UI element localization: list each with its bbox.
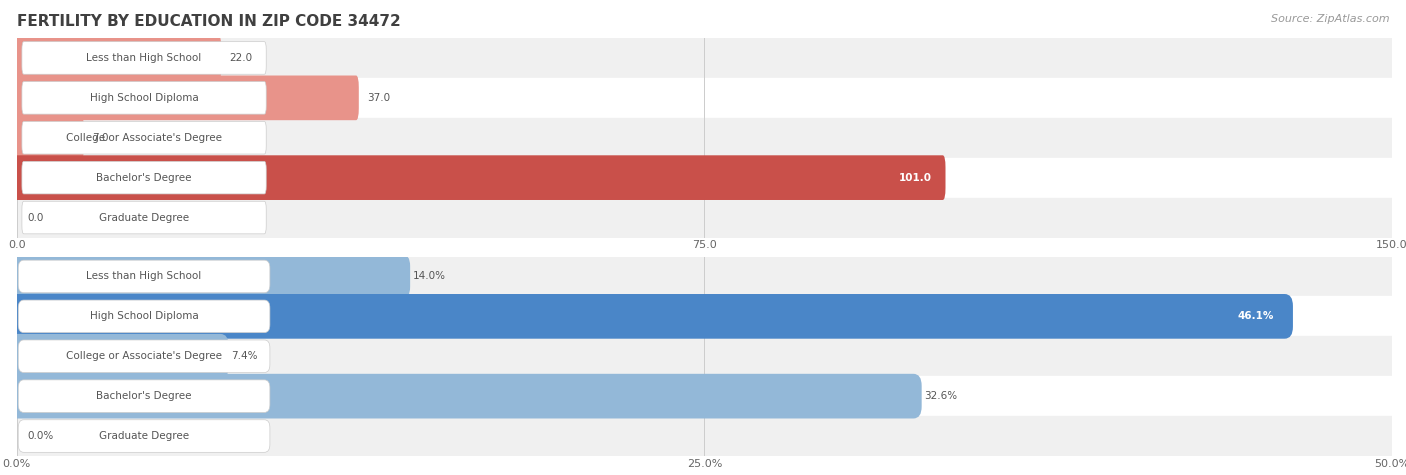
FancyBboxPatch shape bbox=[8, 374, 922, 418]
Bar bbox=[17, 296, 1392, 336]
Bar bbox=[17, 336, 1392, 376]
Text: 22.0: 22.0 bbox=[229, 53, 253, 63]
FancyBboxPatch shape bbox=[22, 42, 266, 74]
FancyBboxPatch shape bbox=[8, 294, 1294, 339]
Text: 0.0: 0.0 bbox=[28, 212, 44, 223]
FancyBboxPatch shape bbox=[8, 254, 411, 299]
Bar bbox=[17, 198, 1392, 238]
Text: Bachelor's Degree: Bachelor's Degree bbox=[97, 391, 191, 401]
FancyBboxPatch shape bbox=[22, 82, 266, 114]
FancyBboxPatch shape bbox=[18, 300, 270, 332]
FancyBboxPatch shape bbox=[18, 340, 270, 372]
Bar bbox=[17, 78, 1392, 118]
Bar bbox=[17, 118, 1392, 158]
FancyBboxPatch shape bbox=[14, 36, 221, 80]
Text: Bachelor's Degree: Bachelor's Degree bbox=[97, 172, 191, 183]
FancyBboxPatch shape bbox=[8, 334, 229, 379]
Text: 32.6%: 32.6% bbox=[924, 391, 957, 401]
FancyBboxPatch shape bbox=[14, 76, 359, 120]
Text: High School Diploma: High School Diploma bbox=[90, 311, 198, 322]
Bar bbox=[17, 38, 1392, 78]
FancyBboxPatch shape bbox=[22, 122, 266, 154]
Text: 14.0%: 14.0% bbox=[413, 271, 446, 282]
Text: 37.0: 37.0 bbox=[367, 93, 391, 103]
FancyBboxPatch shape bbox=[18, 260, 270, 293]
FancyBboxPatch shape bbox=[22, 201, 266, 234]
Bar bbox=[17, 256, 1392, 296]
FancyBboxPatch shape bbox=[14, 115, 84, 160]
Text: 7.4%: 7.4% bbox=[232, 351, 257, 361]
Bar bbox=[17, 376, 1392, 416]
Text: 7.0: 7.0 bbox=[91, 133, 108, 143]
FancyBboxPatch shape bbox=[18, 380, 270, 412]
Text: Graduate Degree: Graduate Degree bbox=[98, 212, 190, 223]
Text: FERTILITY BY EDUCATION IN ZIP CODE 34472: FERTILITY BY EDUCATION IN ZIP CODE 34472 bbox=[17, 14, 401, 29]
Bar bbox=[17, 158, 1392, 198]
Text: Graduate Degree: Graduate Degree bbox=[98, 431, 190, 441]
Text: 46.1%: 46.1% bbox=[1237, 311, 1274, 322]
FancyBboxPatch shape bbox=[14, 155, 945, 200]
Text: College or Associate's Degree: College or Associate's Degree bbox=[66, 133, 222, 143]
FancyBboxPatch shape bbox=[18, 420, 270, 452]
Text: 0.0%: 0.0% bbox=[28, 431, 53, 441]
Text: 101.0: 101.0 bbox=[898, 172, 932, 183]
FancyBboxPatch shape bbox=[22, 162, 266, 194]
Text: College or Associate's Degree: College or Associate's Degree bbox=[66, 351, 222, 361]
Text: Less than High School: Less than High School bbox=[86, 53, 201, 63]
Text: Source: ZipAtlas.com: Source: ZipAtlas.com bbox=[1271, 14, 1389, 24]
Bar bbox=[17, 416, 1392, 456]
Text: High School Diploma: High School Diploma bbox=[90, 93, 198, 103]
Text: Less than High School: Less than High School bbox=[86, 271, 201, 282]
